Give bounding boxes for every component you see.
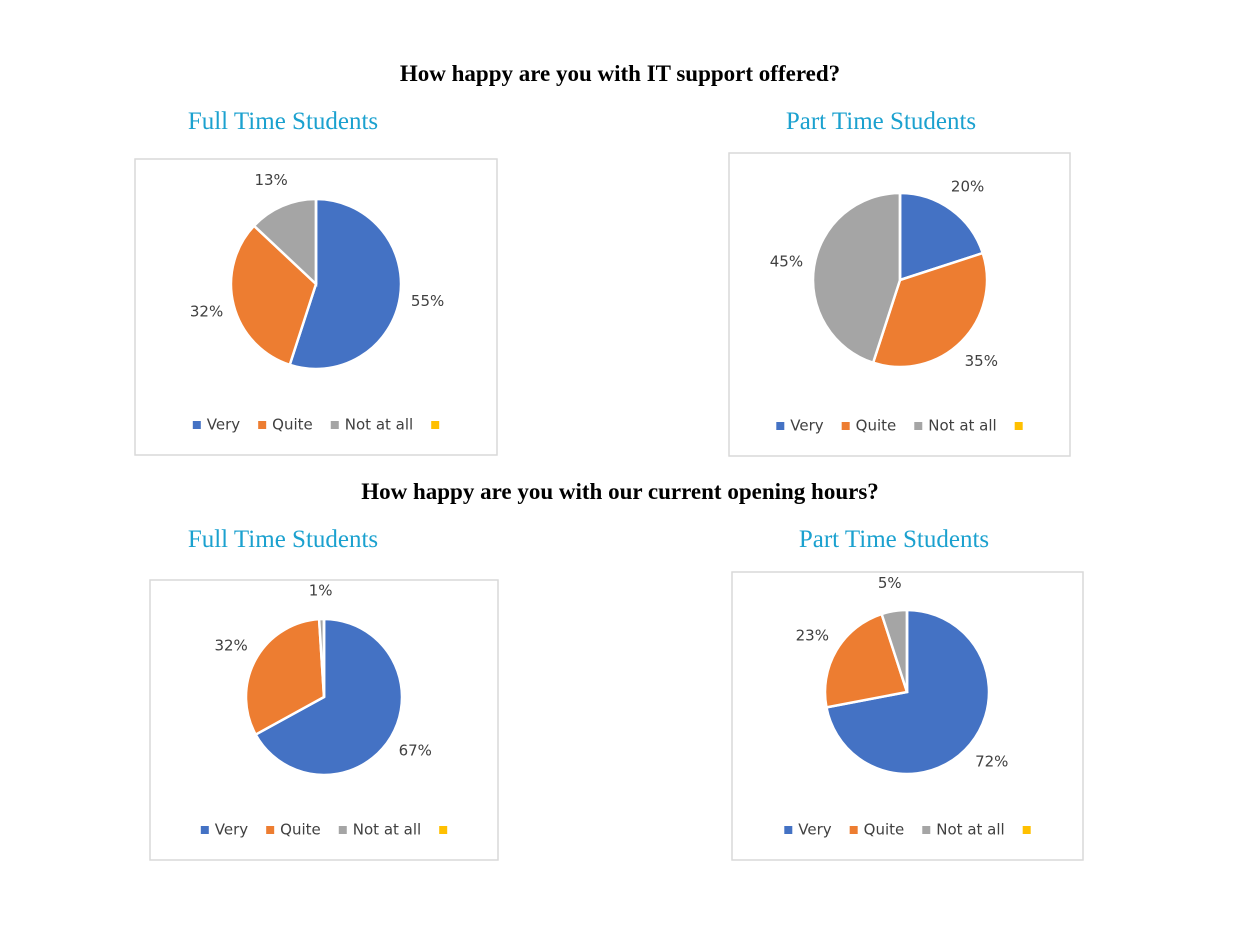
legend-swatch [330,421,339,429]
legend-swatch [266,826,275,834]
legend-swatch [338,826,347,834]
legend-label: Very [790,417,823,435]
data-label: 72% [975,753,1008,771]
legend-label: Very [798,821,831,839]
pie-slice [253,617,404,777]
legend-swatch [431,421,440,429]
pie-slice [252,197,318,287]
legend-swatch [841,422,850,430]
legend-label: Not at all [936,821,1004,839]
chart-title: Part Time Students [799,526,989,553]
data-label: 23% [796,627,829,645]
legend-swatch [192,421,201,429]
chart-title: Part Time Students [786,108,976,135]
legend-swatch [922,826,931,834]
pie-slice [898,191,985,282]
data-label: 35% [965,352,998,370]
data-label: 32% [190,303,223,321]
data-label: 55% [411,292,444,310]
pie-slice [288,197,403,371]
legend-swatch [914,422,923,430]
legend-swatch [200,826,209,834]
pie-slice [244,617,326,737]
legend-swatch [784,826,793,834]
legend-label: Not at all [353,821,421,839]
data-label: 32% [214,636,247,654]
legend-label: Quite [272,416,313,434]
pie-slice [823,612,909,709]
legend-label: Quite [856,417,897,435]
legend-label: Very [215,821,248,839]
legend-swatch [1014,422,1023,430]
legend-label: Not at all [345,416,413,434]
data-label: 5% [878,574,902,592]
data-label: 67% [399,741,432,759]
legend-label: Quite [864,821,905,839]
legend-label: Quite [280,821,321,839]
legend-swatch [439,826,448,834]
pie-slice [811,191,902,365]
data-label: 1% [309,582,333,600]
data-label: 20% [951,177,984,195]
section-heading: How happy are you with our current openi… [361,479,879,504]
legend-swatch [1022,826,1031,834]
legend-swatch [776,422,785,430]
chart-title: Full Time Students [188,526,378,553]
legend-label: Very [207,416,240,434]
data-label: 13% [254,171,287,189]
legend-swatch [258,421,267,429]
chart-title: Full Time Students [188,108,378,135]
pie-slice [229,224,318,367]
pie-slice [871,251,989,369]
section-heading: How happy are you with IT support offere… [400,61,840,86]
legend-swatch [849,826,858,834]
legend-label: Not at all [928,417,996,435]
data-label: 45% [770,253,803,271]
